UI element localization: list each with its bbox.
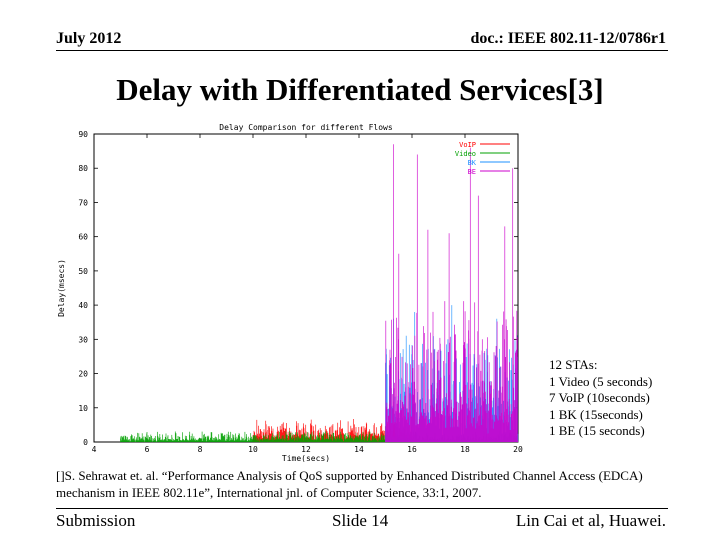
chart-title: Delay Comparison for different Flows xyxy=(219,123,393,132)
footer-rule xyxy=(56,508,668,509)
y-tick-label: 20 xyxy=(78,370,88,379)
x-tick-label: 20 xyxy=(513,445,523,454)
series-be xyxy=(385,144,519,442)
note-line: 7 VoIP (10seconds) xyxy=(549,390,650,405)
legend-label: BK xyxy=(468,159,477,167)
y-tick-label: 0 xyxy=(83,438,88,447)
y-tick-label: 90 xyxy=(78,130,88,139)
note-line: 1 BK (15seconds) xyxy=(549,406,643,422)
y-tick-label: 80 xyxy=(78,164,88,173)
y-tick-label: 50 xyxy=(78,267,88,276)
legend-label: VoIP xyxy=(459,141,476,149)
footer-slide-number: Slide 14 xyxy=(332,511,389,530)
header-rule xyxy=(56,50,668,51)
footer-submission: Submission xyxy=(56,511,136,530)
y-tick-label: 40 xyxy=(78,301,88,310)
header-doc-id: doc.: IEEE 802.11-12/0786r1 xyxy=(470,30,666,47)
y-tick-label: 30 xyxy=(78,335,88,344)
x-tick-label: 6 xyxy=(145,445,150,454)
slide-title: Delay with Differentiated Services[3] xyxy=(116,72,604,107)
x-tick-label: 8 xyxy=(198,445,203,454)
delay-chart: 0 10 20 30 40 50 60 70 80 90 4 6 8 10 12 14 16 18 20 Delay … xyxy=(57,123,523,462)
x-tick-label: 4 xyxy=(92,445,97,454)
note-line: 1 BE (15 seconds) xyxy=(549,423,645,438)
y-axis-label: Delay(msecs) xyxy=(57,259,66,317)
legend-label: BE xyxy=(468,168,476,176)
y-tick-label: 60 xyxy=(78,233,88,242)
x-tick-label: 12 xyxy=(301,445,311,454)
x-axis-label: Time(secs) xyxy=(282,454,330,462)
note-line: 1 Video (5 seconds) xyxy=(549,373,653,389)
x-tick-label: 16 xyxy=(407,445,417,454)
citation: []S. Sehrawat et. al. “Performance Analy… xyxy=(56,467,696,501)
sta-notes: 12 STAs: 1 Video (5 seconds) 7 VoIP (10s… xyxy=(549,357,652,440)
legend-label: Video xyxy=(455,150,476,158)
footer-author: Lin Cai et al, Huawei. xyxy=(515,511,666,530)
y-tick-label: 10 xyxy=(78,404,88,413)
citation-line-2: mechanism in IEEE 802.11e”, Internationa… xyxy=(56,485,482,500)
x-tick-label: 10 xyxy=(248,445,258,454)
y-tick-label: 70 xyxy=(78,198,88,207)
x-tick-label: 18 xyxy=(460,445,470,454)
x-tick-label: 14 xyxy=(354,445,364,454)
header-date: July 2012 xyxy=(56,30,122,47)
citation-line-1: []S. Sehrawat et. al. “Performance Analy… xyxy=(56,468,643,483)
note-line: 12 STAs: xyxy=(549,357,598,372)
